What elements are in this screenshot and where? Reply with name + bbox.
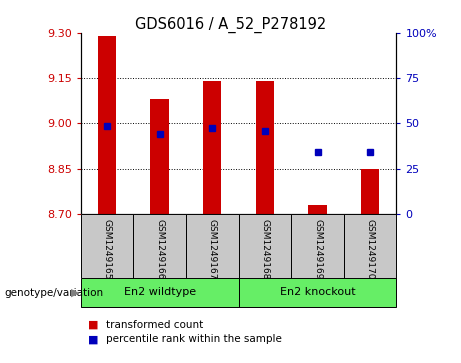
- Bar: [133, 214, 186, 278]
- Text: GDS6016 / A_52_P278192: GDS6016 / A_52_P278192: [135, 16, 326, 33]
- Text: GSM1249170: GSM1249170: [366, 219, 375, 280]
- Bar: [239, 278, 396, 307]
- Text: genotype/variation: genotype/variation: [5, 288, 104, 298]
- Text: percentile rank within the sample: percentile rank within the sample: [106, 334, 282, 344]
- Bar: [150, 99, 169, 214]
- Text: En2 knockout: En2 knockout: [280, 287, 355, 297]
- Text: GSM1249168: GSM1249168: [260, 219, 269, 280]
- Text: GSM1249169: GSM1249169: [313, 219, 322, 280]
- Text: ■: ■: [88, 334, 98, 344]
- Text: GSM1249166: GSM1249166: [155, 219, 164, 280]
- Text: ■: ■: [88, 320, 98, 330]
- Bar: [98, 36, 116, 214]
- Bar: [291, 214, 344, 278]
- Bar: [81, 278, 239, 307]
- Bar: [239, 214, 291, 278]
- Bar: [344, 214, 396, 278]
- Bar: [81, 214, 133, 278]
- Text: ▶: ▶: [71, 288, 79, 298]
- Text: GSM1249165: GSM1249165: [102, 219, 112, 280]
- Bar: [361, 169, 379, 214]
- Text: GSM1249167: GSM1249167: [208, 219, 217, 280]
- Text: transformed count: transformed count: [106, 320, 203, 330]
- Bar: [308, 205, 327, 214]
- Bar: [256, 81, 274, 214]
- Bar: [203, 81, 221, 214]
- Text: En2 wildtype: En2 wildtype: [124, 287, 195, 297]
- Bar: [186, 214, 239, 278]
